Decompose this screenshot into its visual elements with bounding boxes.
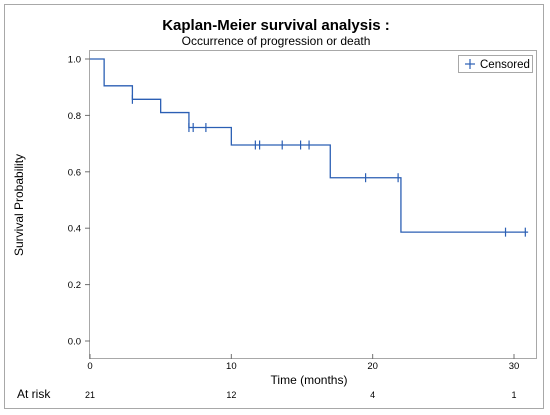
x-tick-label: 0: [87, 361, 92, 372]
at-risk-value: 12: [226, 390, 236, 400]
x-tick-label: 10: [226, 361, 237, 372]
y-tick-label: 0.2: [68, 280, 81, 291]
y-tick-label: 1.0: [68, 55, 81, 66]
y-tick-label: 0.8: [68, 111, 81, 122]
at-risk-label: At risk: [17, 387, 51, 401]
chart-subtitle: Occurrence of progression or death: [182, 34, 371, 48]
survival-chart: Kaplan-Meier survival analysis : Occurre…: [12, 17, 537, 401]
y-tick-label: 0.4: [68, 224, 81, 235]
at-risk-value: 1: [511, 390, 516, 400]
y-axis-label: Survival Probability: [12, 154, 26, 256]
censor-marks: [131, 94, 526, 237]
y-axis-ticks: 0.0 0.2 0.4 0.6 0.8 1.0: [68, 55, 90, 348]
x-tick-label: 20: [367, 361, 378, 372]
legend-entry-censored: Censored: [480, 59, 530, 71]
at-risk-value: 21: [85, 390, 95, 400]
y-tick-label: 0.6: [68, 167, 81, 178]
x-axis-ticks: 0 10 20 30: [87, 354, 519, 372]
legend: Censored: [458, 55, 533, 73]
legend-box: [458, 55, 533, 73]
x-axis-label: Time (months): [271, 373, 348, 387]
y-tick-label: 0.0: [68, 337, 81, 348]
chart-title: Kaplan-Meier survival analysis :: [162, 17, 390, 34]
at-risk-values: 21 12 4 1: [85, 390, 517, 400]
chart-frame: Kaplan-Meier survival analysis : Occurre…: [4, 4, 544, 409]
plot-area: [89, 50, 537, 359]
at-risk-value: 4: [370, 390, 375, 400]
x-tick-label: 30: [509, 361, 520, 372]
